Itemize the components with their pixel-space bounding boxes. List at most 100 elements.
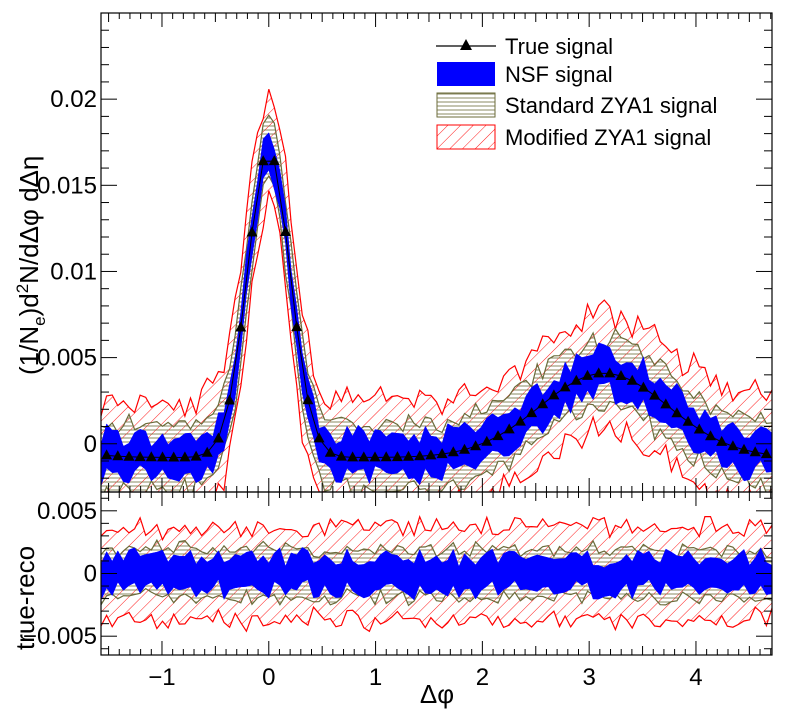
ratio-standard-lower-edge <box>101 587 772 607</box>
true-signal-point <box>280 226 291 236</box>
true-signal-point <box>705 430 716 441</box>
y-axis-title: (1/Ne)d2N/dΔφ dΔη <box>13 156 49 375</box>
legend-entry-standard-zya1: Standard ZYA1 signal <box>436 92 717 118</box>
true-signal-point <box>559 381 571 392</box>
standard-zya1-band <box>101 115 772 492</box>
true-signal-point <box>615 370 627 380</box>
y-tick-label: 0.01 <box>50 258 97 285</box>
true-signal-point <box>760 448 772 459</box>
true-signal-point <box>693 423 705 434</box>
true-signal-point <box>101 449 113 460</box>
true-signal-point <box>682 415 694 426</box>
true-signal-point <box>481 435 493 446</box>
legend-label-standard-zya1: Standard ZYA1 signal <box>505 93 717 118</box>
x-tick-label: 3 <box>582 664 595 691</box>
true-signal-point <box>145 451 157 462</box>
true-signal-point <box>626 374 638 385</box>
true-signal-point <box>526 407 538 418</box>
legend-marker-triangle <box>460 39 472 50</box>
standard-zya1-lower-edge <box>103 174 767 492</box>
main-plot-panel: 0 0.005 0.01 0.015 0.02 <box>37 12 773 493</box>
true-signal-point <box>291 321 303 332</box>
true-signal-point <box>593 367 605 378</box>
y-tick-label: 0 <box>84 431 97 458</box>
x-tick-label: 4 <box>689 664 702 691</box>
legend-swatch-red-hatch <box>436 124 496 150</box>
true-signal-point <box>716 435 728 446</box>
true-signal-point <box>514 415 526 426</box>
true-signal-point <box>157 451 168 462</box>
true-signal-point <box>425 449 437 460</box>
true-signal-point <box>738 443 750 454</box>
legend-entry-true-signal: True signal <box>436 34 613 59</box>
true-signal-point <box>548 389 560 400</box>
true-signal-point <box>570 374 582 385</box>
true-signal-point <box>447 446 459 457</box>
true-signal-point <box>347 451 359 462</box>
true-signal-point <box>324 446 336 457</box>
ratio-nsf-band <box>101 547 772 601</box>
true-signal-point <box>201 446 213 457</box>
y-tick-label: 0.005 <box>37 498 97 525</box>
x-tick-label: 0 <box>262 664 275 691</box>
modified-zya1-lower-edge <box>215 190 752 492</box>
ratio-plot-panel: −1 0 1 2 3 4 −0.005 0 0.005 <box>23 491 773 691</box>
y-tick-label: 0.005 <box>37 345 97 372</box>
true-signal-point <box>660 398 672 409</box>
y-tick-label: 0.02 <box>50 86 97 113</box>
true-signal-point <box>335 450 347 461</box>
ratio-modified-lower-edge <box>101 605 772 633</box>
true-signal-point <box>123 450 135 461</box>
true-signal-point <box>604 367 616 378</box>
true-signal-point <box>403 450 414 461</box>
true-signal-point <box>134 451 146 462</box>
legend-label-modified-zya1: Modified ZYA1 signal <box>505 125 711 150</box>
true-signal-point <box>112 450 124 461</box>
true-signal-point <box>436 448 448 459</box>
x-axis-title: Δφ <box>420 679 454 709</box>
true-signal-point <box>380 451 392 462</box>
legend-entry-nsf-signal: NSF signal <box>437 62 613 87</box>
true-signal-point <box>302 394 314 405</box>
x-tick-label: −1 <box>148 664 175 691</box>
true-signal-point <box>414 450 426 461</box>
true-signal-point <box>369 451 381 462</box>
true-signal-point <box>671 407 683 418</box>
true-signal-point <box>637 381 649 392</box>
true-signal-point <box>224 394 236 405</box>
true-signal-point <box>313 432 325 443</box>
true-signal-point <box>212 432 224 443</box>
true-signal-point <box>168 451 180 462</box>
legend-label-nsf-signal: NSF signal <box>505 62 613 87</box>
true-signal-point <box>537 398 549 409</box>
true-signal-point <box>179 451 191 462</box>
legend-swatch-blue <box>437 62 495 86</box>
true-signal-point <box>492 430 504 441</box>
x-tick-label: 2 <box>476 664 489 691</box>
legend-swatch-olive-hatch <box>436 92 496 118</box>
true-signal-point <box>246 226 258 237</box>
legend-entry-modified-zya1: Modified ZYA1 signal <box>436 124 711 150</box>
ratio-y-axis-title: true-reco <box>10 546 40 650</box>
nsf-signal-band <box>101 132 772 487</box>
true-signal-point <box>268 155 280 166</box>
true-signal-point <box>190 450 202 461</box>
x-tick-label: 1 <box>369 664 382 691</box>
true-signal-point <box>358 451 370 462</box>
y-tick-label: 0 <box>84 561 97 588</box>
true-signal-point <box>649 389 661 400</box>
legend: True signal NSF signal Standard ZYA1 sig… <box>436 34 717 150</box>
standard-zya1-upper-edge <box>101 114 772 435</box>
true-signal-point <box>749 446 761 457</box>
y-tick-label: −0.005 <box>23 623 97 650</box>
true-signal-point <box>391 451 403 462</box>
y-tick-label: 0.015 <box>37 172 97 199</box>
legend-label-true-signal: True signal <box>505 34 613 59</box>
true-signal-point <box>235 321 247 332</box>
true-signal-point <box>459 443 470 454</box>
true-signal-point <box>582 369 593 380</box>
true-signal-point <box>470 440 482 451</box>
true-signal-point <box>257 155 269 166</box>
modified-zya1-upper-edge <box>101 89 772 419</box>
